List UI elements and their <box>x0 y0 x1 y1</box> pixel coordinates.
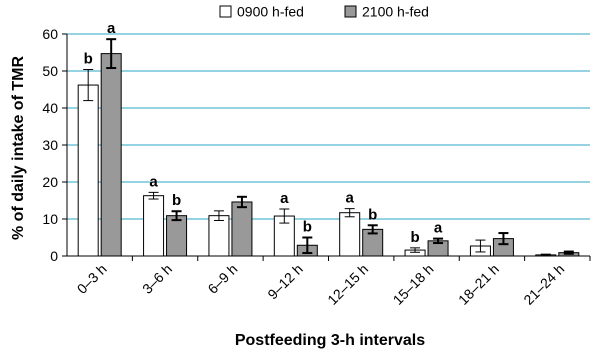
bar <box>100 53 122 257</box>
y-tick-label: 60 <box>42 26 58 42</box>
y-tick-label: 20 <box>42 174 58 190</box>
x-tick-label: 6–9 h <box>204 261 240 297</box>
legend-swatch <box>219 5 232 18</box>
x-axis-label: Postfeeding 3-h intervals <box>235 332 425 349</box>
x-tick-label: 15–18 h <box>390 261 437 308</box>
y-tick-label: 10 <box>42 211 58 227</box>
x-tick-label: 9–12 h <box>264 261 306 303</box>
axes <box>62 33 591 261</box>
x-tick-label: 12–15 h <box>324 261 371 308</box>
legend-swatch <box>344 5 357 18</box>
significance-letter: a <box>280 190 289 207</box>
significance-letter: b <box>410 229 419 246</box>
x-tick-label: 0–3 h <box>74 261 110 297</box>
x-tick-label: 18–21 h <box>455 261 502 308</box>
significance-letter: a <box>107 20 116 37</box>
x-tick-label: 21–24 h <box>520 261 567 308</box>
x-tick-labels: 0–3 h 3–6 h 6–9 h 9–12 h 12–15 h 15–18 h 18–21… <box>74 261 568 308</box>
legend: 0900 h-fed 2100 h-fed <box>219 4 429 20</box>
bar <box>339 212 361 257</box>
significance-letter: b <box>303 219 312 236</box>
bar <box>208 215 230 257</box>
bar <box>77 84 99 257</box>
x-tick-label: 3–6 h <box>139 261 175 297</box>
gridlines <box>67 33 590 220</box>
y-tick-label: 0 <box>50 248 58 264</box>
significance-letter: a <box>434 220 443 237</box>
bar <box>231 201 253 257</box>
legend-label: 2100 h-fed <box>362 4 429 20</box>
bar <box>143 195 165 257</box>
significance-letter: b <box>172 192 181 209</box>
significance-letter: a <box>149 173 158 190</box>
significance-letter: a <box>346 190 355 207</box>
legend-label: 0900 h-fed <box>237 4 304 20</box>
y-tick-labels: 0 10 20 30 40 50 60 <box>42 26 58 264</box>
y-tick-label: 30 <box>42 137 58 153</box>
significance-letter: b <box>84 51 93 68</box>
y-tick-label: 40 <box>42 100 58 116</box>
bar <box>166 215 188 257</box>
significance-letter: b <box>368 206 377 223</box>
y-axis-label: % of daily intake of TMR <box>10 56 27 240</box>
y-tick-label: 50 <box>42 63 58 79</box>
